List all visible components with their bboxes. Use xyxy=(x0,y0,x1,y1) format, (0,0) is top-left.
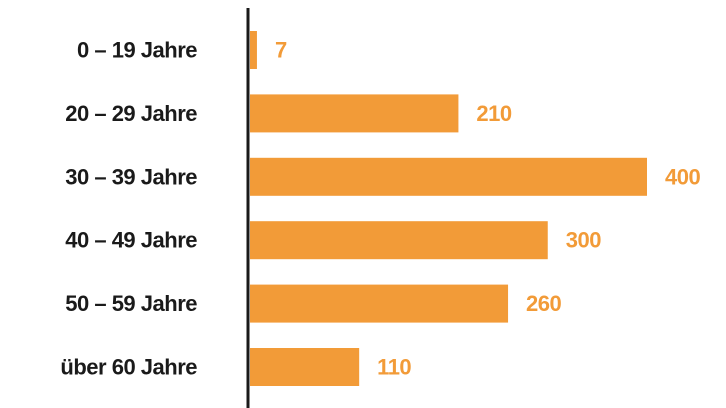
value-label: 210 xyxy=(476,101,511,126)
category-label: 40 – 49 Jahre xyxy=(65,228,197,253)
bar xyxy=(250,157,647,196)
bars-layer xyxy=(250,31,647,386)
value-label: 7 xyxy=(275,38,287,63)
value-label: 400 xyxy=(665,164,700,189)
value-label: 110 xyxy=(377,355,411,380)
value-label: 300 xyxy=(566,228,601,253)
bar xyxy=(250,94,459,133)
category-label: 20 – 29 Jahre xyxy=(65,101,197,126)
bar xyxy=(250,348,360,386)
value-labels: 7 210 400 300 260 110 xyxy=(275,38,701,380)
bar xyxy=(250,31,257,69)
bar xyxy=(250,284,509,323)
category-label: 30 – 39 Jahre xyxy=(65,164,197,189)
category-label: 50 – 59 Jahre xyxy=(65,291,197,316)
category-label: über 60 Jahre xyxy=(60,355,197,380)
category-label: 0 – 19 Jahre xyxy=(77,38,197,63)
bar xyxy=(250,221,548,260)
category-labels: 0 – 19 Jahre 20 – 29 Jahre 30 – 39 Jahre 40… xyxy=(60,38,197,380)
value-label: 260 xyxy=(526,291,561,316)
